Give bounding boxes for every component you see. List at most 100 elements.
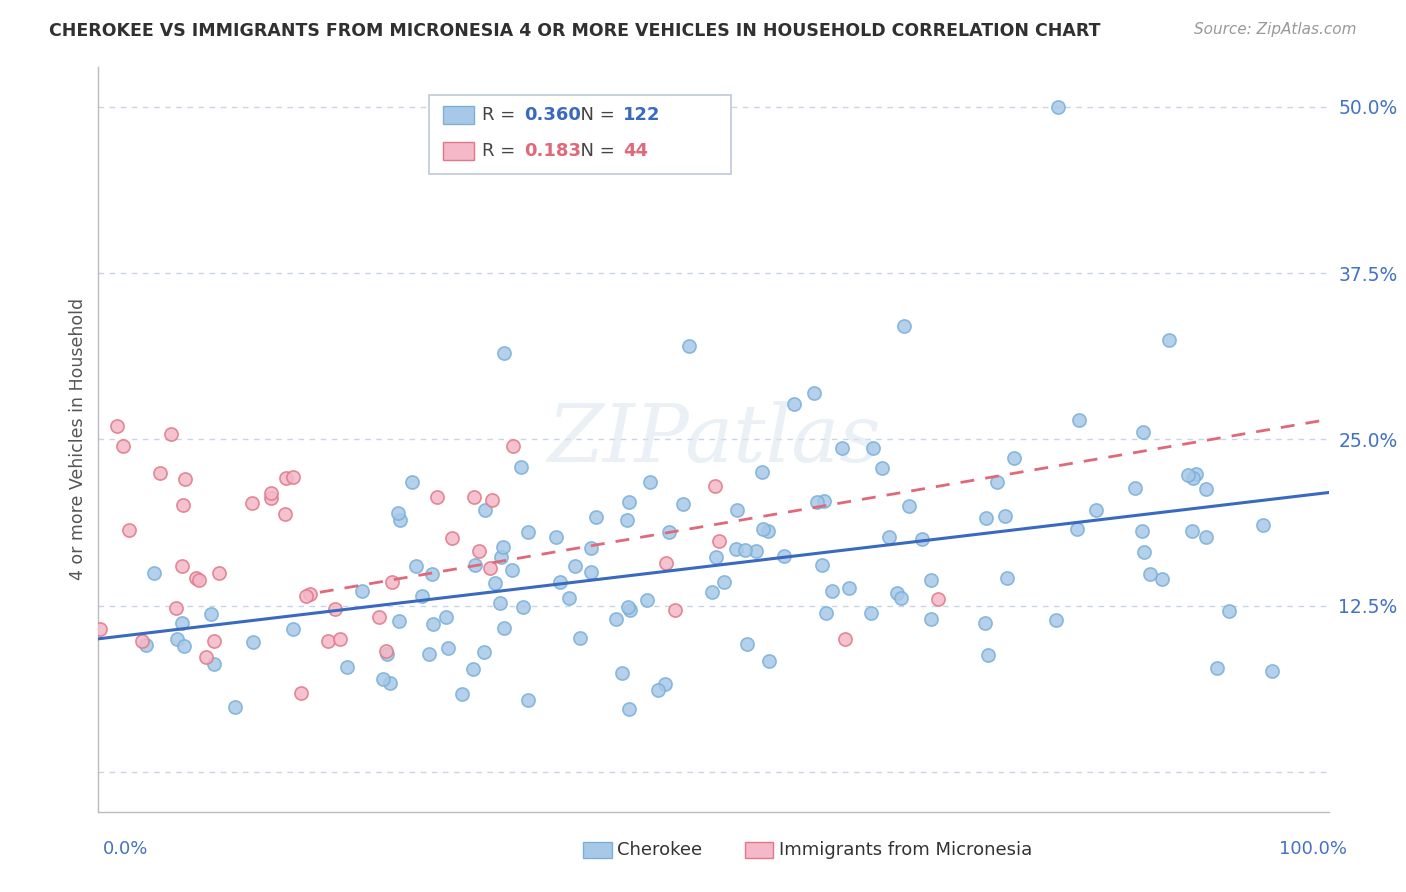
Point: [488, 596, 510, 610]
Text: Cherokee: Cherokee: [617, 841, 703, 859]
Point: [783, 397, 806, 411]
Point: [1218, 604, 1240, 618]
Point: [974, 511, 997, 525]
Point: [450, 687, 472, 701]
Point: [294, 589, 316, 603]
Point: [1251, 517, 1274, 532]
Point: [1195, 530, 1218, 544]
Point: [581, 566, 603, 580]
Point: [517, 524, 540, 539]
Point: [420, 566, 443, 581]
Text: CHEROKEE VS IMMIGRANTS FROM MICRONESIA 4 OR MORE VEHICLES IN HOUSEHOLD CORRELATI: CHEROKEE VS IMMIGRANTS FROM MICRONESIA 4…: [49, 22, 1101, 40]
Text: N =: N =: [569, 142, 621, 160]
Point: [273, 508, 295, 522]
Point: [672, 497, 695, 511]
Point: [208, 566, 231, 580]
Point: [815, 606, 838, 620]
Point: [751, 522, 773, 536]
Point: [173, 639, 195, 653]
Text: 44: 44: [623, 142, 648, 160]
Point: [274, 471, 297, 485]
Point: [135, 638, 157, 652]
Point: [374, 644, 396, 658]
Point: [709, 534, 731, 549]
Point: [202, 633, 225, 648]
Point: [1195, 482, 1218, 496]
Point: [468, 543, 491, 558]
Point: [713, 575, 735, 590]
Point: [329, 632, 352, 646]
Text: N =: N =: [569, 106, 621, 124]
Point: [283, 622, 305, 636]
Point: [336, 660, 359, 674]
Point: [700, 585, 723, 599]
Point: [1130, 524, 1153, 539]
Point: [704, 550, 727, 565]
Point: [579, 541, 602, 555]
Point: [617, 702, 640, 716]
Point: [389, 513, 412, 527]
Point: [911, 532, 934, 546]
Point: [165, 600, 187, 615]
Text: 0.360: 0.360: [524, 106, 581, 124]
Point: [920, 612, 942, 626]
Point: [737, 637, 759, 651]
Point: [859, 606, 882, 620]
Point: [368, 610, 391, 624]
Point: [617, 495, 640, 509]
Point: [647, 682, 669, 697]
Point: [89, 622, 111, 636]
Point: [546, 531, 568, 545]
Point: [378, 676, 401, 690]
Point: [1133, 545, 1156, 559]
Point: [401, 475, 423, 490]
Point: [388, 614, 411, 628]
Point: [149, 466, 172, 480]
Point: [619, 603, 641, 617]
Point: [202, 657, 225, 671]
Point: [405, 559, 427, 574]
Point: [298, 587, 321, 601]
Point: [1182, 471, 1205, 485]
Point: [112, 439, 135, 453]
Point: [463, 490, 485, 504]
Point: [745, 543, 768, 558]
Point: [974, 616, 997, 631]
Point: [194, 650, 217, 665]
Point: [725, 542, 748, 557]
Point: [605, 611, 627, 625]
Point: [877, 530, 900, 544]
Point: [1085, 503, 1108, 517]
Text: 0.0%: 0.0%: [103, 840, 148, 858]
Point: [756, 524, 779, 539]
Point: [464, 558, 486, 573]
Point: [437, 641, 460, 656]
Point: [751, 465, 773, 479]
Point: [568, 631, 591, 645]
Point: [550, 575, 572, 590]
Point: [1066, 522, 1088, 536]
Point: [494, 346, 516, 360]
Point: [838, 581, 860, 595]
Point: [820, 584, 842, 599]
Point: [927, 592, 949, 607]
Point: [558, 591, 581, 605]
Point: [501, 563, 523, 577]
Point: [1067, 412, 1090, 426]
Text: R =: R =: [482, 142, 522, 160]
Point: [678, 339, 700, 353]
Point: [862, 441, 884, 455]
Point: [491, 550, 513, 565]
Text: Immigrants from Micronesia: Immigrants from Micronesia: [779, 841, 1032, 859]
Point: [474, 503, 496, 517]
Point: [371, 672, 394, 686]
Text: 122: 122: [623, 106, 661, 124]
Point: [131, 633, 153, 648]
Point: [418, 647, 440, 661]
Point: [105, 419, 128, 434]
Point: [188, 573, 211, 587]
Point: [323, 602, 346, 616]
Point: [381, 575, 404, 590]
Point: [434, 609, 457, 624]
Point: [1123, 482, 1146, 496]
